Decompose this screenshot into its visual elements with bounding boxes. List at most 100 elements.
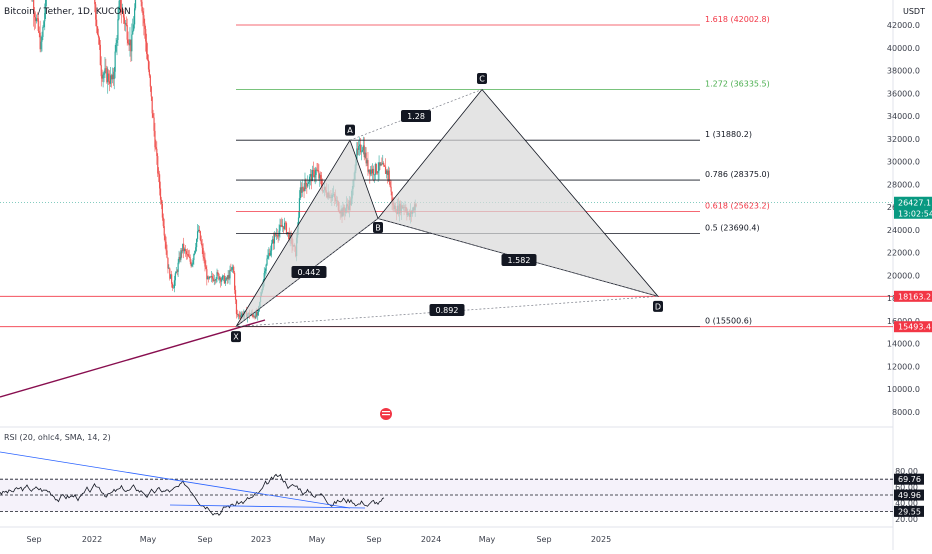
candle-body — [162, 217, 164, 227]
candle-body — [388, 170, 390, 182]
candle-body — [237, 314, 239, 316]
pattern-ratio-badge — [401, 110, 431, 122]
candle-body — [94, 0, 96, 5]
candle-body — [377, 171, 379, 173]
axes-layer: 42000.0 40000.0 38000.0 36000.0 34000.0 32000… — [26, 21, 920, 544]
candle-body — [160, 199, 163, 204]
candle-body — [180, 250, 182, 260]
rsi-tag-label: 69.76 — [898, 475, 921, 484]
x-tick-label: May — [140, 535, 157, 544]
candle-body — [379, 162, 381, 166]
pattern-ratio-label: 1.28 — [407, 112, 425, 121]
candle-body — [203, 256, 205, 259]
candle-body — [216, 272, 218, 280]
candle-body — [192, 260, 194, 264]
candle-body — [234, 272, 236, 290]
candle-body — [214, 280, 216, 281]
x-tick-label: May — [479, 535, 496, 544]
candle-body — [113, 71, 115, 80]
pattern-point-badge — [231, 331, 241, 343]
candle-body — [179, 256, 181, 260]
candle-body — [300, 187, 302, 193]
candle-body — [96, 19, 98, 27]
trendline — [0, 319, 266, 398]
candle-body — [112, 74, 114, 80]
candle-body — [181, 250, 183, 252]
y-tick-label: 10000.0 — [887, 385, 920, 394]
candle-body — [184, 248, 186, 252]
pattern-point-badge — [345, 124, 355, 136]
candle-body — [240, 315, 242, 318]
candle-body — [199, 231, 201, 241]
candle-body — [298, 198, 301, 218]
price-tag-label: 26427.1 — [898, 198, 931, 207]
candle-body — [205, 266, 207, 270]
candle-body — [256, 312, 258, 316]
candle-body — [269, 252, 271, 256]
candle-body — [215, 279, 217, 281]
pattern-point-badge — [477, 72, 487, 84]
candle-body — [230, 269, 232, 271]
candle-body — [122, 11, 125, 18]
candle-body — [362, 145, 364, 151]
candle-body — [370, 169, 372, 175]
pattern-point-badge — [373, 222, 383, 233]
candle-body — [196, 231, 199, 239]
candle-body — [384, 166, 387, 174]
candle-body — [147, 59, 150, 70]
candle-body — [227, 275, 229, 280]
pattern-ratio-badge — [291, 266, 327, 278]
candle-body — [108, 81, 111, 84]
rsi-tag-bg — [894, 473, 924, 485]
candle-body — [238, 314, 240, 317]
candle-body — [42, 27, 44, 37]
candle-body — [307, 183, 309, 187]
candle-body — [45, 0, 47, 13]
pattern-point-label: D — [655, 302, 661, 311]
candle-body — [384, 165, 386, 167]
candle-body — [187, 254, 189, 257]
candle-body — [280, 225, 282, 226]
candle-body — [106, 68, 108, 83]
candle-body — [252, 314, 254, 317]
candle-body — [117, 19, 119, 40]
candle-body — [356, 148, 358, 160]
candle-body — [360, 151, 363, 153]
candle-body — [161, 203, 163, 218]
candle-body — [195, 247, 197, 251]
candle-body — [288, 232, 290, 241]
candle-body — [196, 238, 198, 248]
candle-body — [302, 187, 304, 189]
candle-body — [320, 175, 322, 180]
candle-body — [128, 43, 130, 46]
candle-body — [373, 174, 376, 176]
flag-icon-stripe — [382, 411, 390, 413]
candle-body — [361, 150, 363, 152]
candle-body — [167, 257, 169, 269]
candle-body — [284, 222, 287, 224]
candle-body — [104, 68, 106, 74]
candle-body — [241, 313, 243, 316]
candle-body — [173, 280, 176, 288]
candle-body — [235, 299, 238, 314]
candle-body — [283, 226, 285, 229]
candle-body — [375, 164, 377, 173]
candle-body — [387, 170, 389, 175]
candle-body — [120, 0, 122, 11]
candle-body — [150, 86, 152, 97]
candle-body — [274, 233, 276, 236]
candle-body — [194, 250, 196, 255]
x-tick-label: 2022 — [82, 535, 102, 544]
candle-body — [183, 243, 185, 252]
y-tick-label: 32000.0 — [887, 135, 920, 144]
candle-body — [43, 21, 45, 28]
x-tick-label: 2025 — [591, 535, 611, 544]
candle-body — [229, 269, 231, 279]
x-tick-label: May — [309, 535, 326, 544]
candle-body — [171, 274, 173, 284]
candle-body — [382, 162, 384, 165]
candle-body — [174, 273, 176, 281]
candle-body — [125, 22, 127, 26]
candle-body — [157, 156, 159, 174]
